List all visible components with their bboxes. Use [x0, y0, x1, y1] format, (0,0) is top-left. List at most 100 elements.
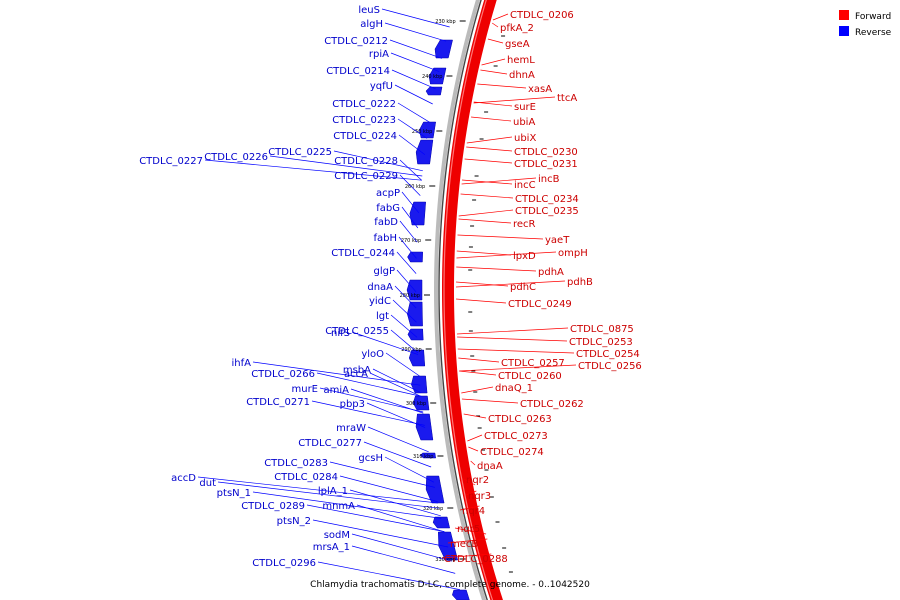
reverse-gene-leader — [399, 174, 421, 196]
forward-gene-leader — [461, 386, 494, 394]
reverse-gene-leader — [397, 118, 428, 139]
forward-gene-leader — [462, 179, 513, 185]
reverse-gene-leader — [317, 561, 460, 590]
tick-label: 280 kbp — [400, 293, 420, 299]
forward-gene-label: nqr2 — [466, 475, 489, 486]
forward-gene-label: lpxD — [513, 251, 536, 262]
reverse-gene-leader — [329, 461, 435, 488]
reverse-gene-label: accD — [171, 473, 196, 484]
reverse-gene-label: yidC — [369, 296, 391, 307]
reverse-gene-leader — [351, 533, 452, 562]
reverse-gene-label: CTDLC_0289 — [241, 501, 305, 512]
reverse-gene-label: glgP — [373, 266, 395, 277]
forward-gene-label: mecB — [450, 539, 478, 550]
reverse-gene-leader — [394, 285, 417, 309]
forward-gene-leader — [459, 364, 577, 372]
reverse-gene-leader — [392, 299, 417, 323]
reverse-gene-block — [408, 349, 426, 367]
forward-gene-label: CTDLC_0231 — [514, 159, 578, 170]
forward-gene-leader — [457, 336, 568, 342]
forward-gene-leader — [459, 505, 480, 511]
forward-gene-label: CTDLC_0254 — [576, 349, 640, 360]
reverse-gene-label: murE — [291, 384, 318, 395]
reverse-gene-label: CTDLC_0212 — [324, 36, 388, 47]
reverse-gene-label: CTDLC_0255 — [325, 326, 389, 337]
reverse-gene-label: algH — [360, 19, 383, 30]
forward-gene-leader — [468, 446, 479, 452]
reverse-gene-block — [425, 475, 445, 504]
forward-gene-leader — [465, 490, 477, 496]
reverse-gene-leader — [401, 191, 420, 214]
reverse-gene-block — [407, 301, 423, 327]
reverse-gene-leader — [384, 22, 447, 42]
reverse-gene-leader — [351, 545, 456, 574]
reverse-gene-leader — [385, 352, 420, 377]
map-caption: Chlamydia trachomatis D-LC, complete gen… — [310, 580, 590, 590]
forward-gene-leader — [459, 370, 497, 376]
reverse-gene-label: CTDLC_0226 — [204, 152, 268, 163]
reverse-gene-block — [428, 67, 447, 85]
forward-gene-label: dnaQ_1 — [495, 383, 533, 394]
reverse-gene-label: msbA — [343, 365, 371, 376]
forward-gene-leader — [466, 136, 513, 144]
forward-gene-label: nqr3 — [468, 491, 491, 502]
reverse-gene-label: CTDLC_0296 — [252, 558, 316, 569]
forward-gene-leader — [461, 398, 519, 404]
tick-label: 260 kbp — [405, 184, 425, 190]
tick-label: 300 kbp — [406, 401, 426, 407]
reverse-gene-leader — [397, 102, 430, 123]
forward-gene-leader — [461, 177, 537, 185]
tick-label: 310 kbp — [413, 454, 433, 460]
forward-gene-leader — [481, 58, 506, 66]
kbp-ticks: 230 kbp 240 kbp 250 kbp 260 kbp 270 kbp 280 k… — [400, 19, 513, 573]
reverse-gene-leader — [197, 476, 438, 504]
reverse-gene-leader — [319, 387, 424, 413]
reverse-gene-label: CTDLC_0225 — [268, 147, 332, 158]
reverse-gene-label: acpP — [376, 188, 400, 199]
forward-gene-leader — [463, 478, 476, 486]
forward-gene-label: pdhC — [510, 282, 536, 293]
reverse-gene-label: mnmA — [322, 501, 355, 512]
reverse-gene-label: accA — [344, 369, 368, 380]
forward-gene-labels: CTDLC_0206 pfkA_2 gseA hemL dhnA xasA ttcA surE… — [441, 10, 642, 565]
forward-gene-label: incB — [538, 174, 560, 185]
reverse-gene-leader — [369, 372, 422, 397]
forward-gene-leader — [457, 348, 575, 354]
reverse-gene-label: CTDLC_0283 — [264, 458, 328, 469]
reverse-gene-leader — [269, 155, 423, 177]
forward-gene-leader — [456, 298, 507, 304]
reverse-gene-leader — [390, 314, 418, 338]
reverse-gene-label: CTDLC_0271 — [246, 397, 310, 408]
forward-gene-label: gseA — [505, 39, 530, 50]
reverse-gene-block — [407, 328, 424, 341]
forward-gene-leader — [480, 69, 508, 75]
reverse-gene-label: rpiA — [369, 49, 389, 60]
reverse-gene-label: ptsN_1 — [217, 488, 251, 499]
reverse-gene-leader — [363, 441, 432, 468]
forward-gene-leader — [473, 101, 513, 107]
forward-gene-leader — [458, 218, 512, 224]
tick-label: 270 kbp — [401, 238, 421, 244]
reverse-gene-label: dut — [199, 478, 216, 489]
reverse-gene-label: CTDLC_0228 — [334, 156, 398, 167]
forward-gene-label: CTDLC_0256 — [578, 361, 642, 372]
forward-gene-label: surE — [514, 102, 536, 113]
reverse-gene-label: CTDLC_0214 — [326, 66, 390, 77]
reverse-gene-label: CTDLC_0222 — [332, 99, 396, 110]
reverse-gene-leader — [398, 236, 417, 259]
tick-label: 290 kbp — [401, 347, 421, 353]
forward-gene-leader — [456, 266, 537, 272]
forward-gene-label: CTDLC_0260 — [498, 371, 562, 382]
reverse-gene-labels: leuS algH CTDLC_0212 rpiA CTDLC_0214 yqfU CTDL… — [139, 5, 460, 590]
reverse-gene-leader — [367, 426, 429, 453]
reverse-gene-leader — [356, 504, 445, 533]
reverse-gene-label: CTDLC_0229 — [334, 171, 398, 182]
reverse-gene-leader — [316, 372, 422, 397]
reverse-gene-label: fabH — [373, 233, 397, 244]
forward-gene-leader — [473, 96, 556, 104]
reverse-gene-leader — [372, 368, 422, 394]
forward-gene-leader — [487, 38, 504, 44]
forward-gene-label: pdhB — [567, 277, 593, 288]
reverse-gene-leader — [390, 52, 440, 72]
forward-gene-label: incC — [514, 180, 536, 191]
